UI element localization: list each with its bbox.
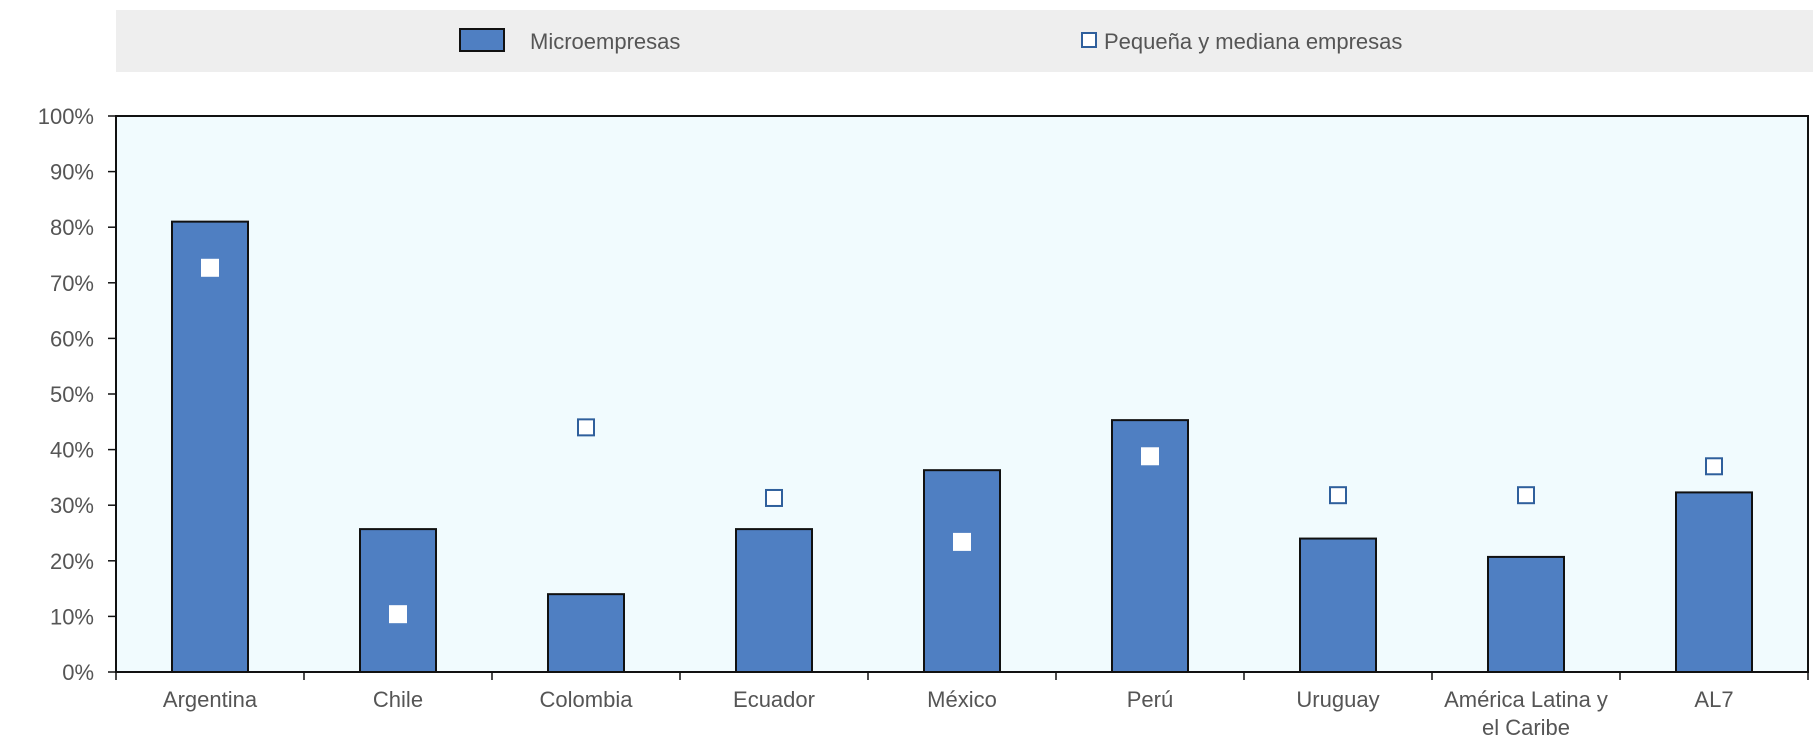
- legend-swatch-pyme: [1081, 32, 1097, 48]
- bar-microempresas: [1299, 537, 1377, 673]
- y-tick-label: 30%: [50, 493, 94, 518]
- marker-pyme: [1705, 457, 1723, 476]
- x-tick-label: México: [927, 687, 997, 712]
- markers: [201, 258, 1723, 624]
- x-tick-label: América Latina y el Caribe: [1444, 687, 1608, 740]
- marker-pyme: [201, 258, 219, 277]
- marker-pyme: [389, 605, 407, 624]
- bars: [171, 220, 1753, 674]
- y-tick-label: 60%: [50, 326, 94, 351]
- x-axis: Argentina Chile Colombia Ecuador México Perú U…: [115, 672, 1809, 740]
- bar-microempresas: [359, 528, 437, 673]
- bar-microempresas: [1675, 491, 1753, 673]
- x-tick-label: Ecuador: [733, 687, 815, 712]
- y-tick-label: 100%: [38, 104, 94, 129]
- marker-pyme: [1517, 486, 1535, 505]
- bar-microempresas: [171, 220, 249, 673]
- marker-pyme: [1329, 486, 1347, 505]
- y-tick-label: 90%: [50, 160, 94, 185]
- y-tick-label: 70%: [50, 271, 94, 296]
- y-tick-label: 40%: [50, 438, 94, 463]
- marker-pyme: [1141, 447, 1159, 466]
- x-tick-label: Argentina: [163, 687, 258, 712]
- bar-microempresas: [735, 528, 813, 673]
- marker-pyme: [577, 418, 595, 437]
- x-tick-label: Uruguay: [1296, 687, 1379, 712]
- legend-swatch-microempresas: [459, 28, 505, 52]
- x-tick-label: Chile: [373, 687, 423, 712]
- bar-microempresas: [547, 593, 625, 673]
- legend-label-microempresas: Microempresas: [530, 29, 680, 54]
- y-tick-label: 10%: [50, 604, 94, 629]
- y-tick-label: 80%: [50, 215, 94, 240]
- x-tick-label: Colombia: [540, 687, 634, 712]
- x-tick-label: AL7: [1694, 687, 1733, 712]
- x-tick-label: Perú: [1127, 687, 1173, 712]
- legend: Microempresas Pequeña y mediana empresas: [116, 10, 1813, 72]
- marker-pyme: [953, 532, 971, 551]
- y-tick-label: 50%: [50, 382, 94, 407]
- y-axis: 0% 10% 20% 30% 40% 50% 60% 70% 80% 90% 100%: [38, 104, 116, 685]
- marker-pyme: [765, 488, 783, 507]
- bar-microempresas: [1487, 555, 1565, 674]
- bar-microempresas: [923, 469, 1001, 673]
- y-tick-label: 0%: [62, 660, 94, 685]
- y-tick-label: 20%: [50, 549, 94, 574]
- legend-label-pyme: Pequeña y mediana empresas: [1104, 29, 1402, 54]
- legend-background: [116, 10, 1813, 72]
